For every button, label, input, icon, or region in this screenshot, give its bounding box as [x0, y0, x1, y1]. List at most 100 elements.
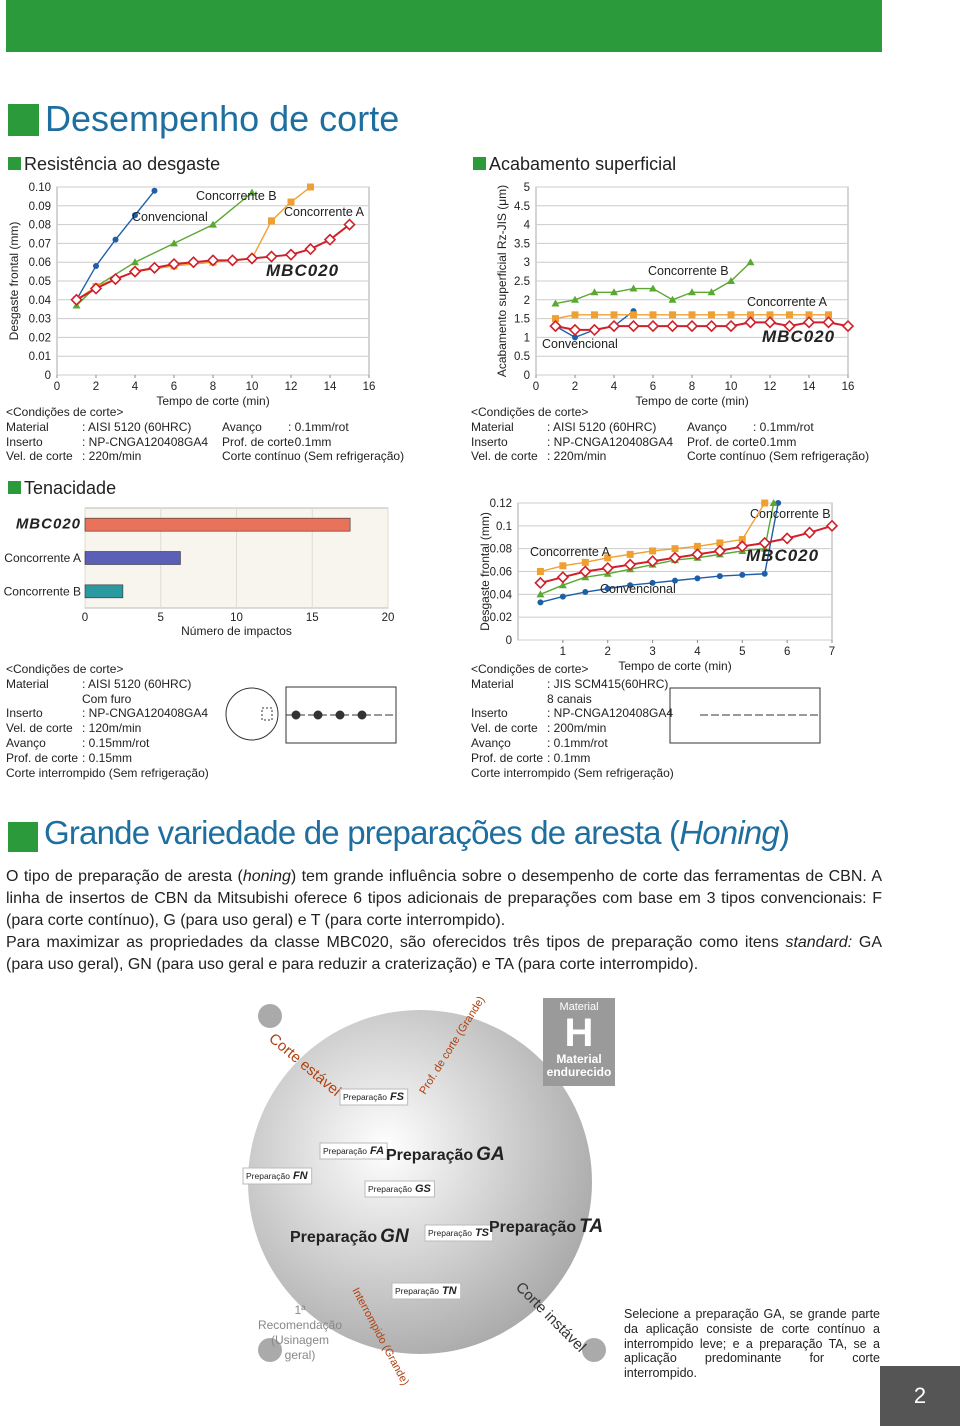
y-tick-label: 3.5: [514, 238, 530, 250]
condition-value2: : 0.1mm/rot: [753, 419, 814, 434]
point: [170, 239, 178, 247]
series-label: Convencional: [132, 210, 208, 224]
point: [112, 236, 119, 243]
y-tick-label: 0.5: [514, 351, 530, 363]
x-tick-label: 5: [739, 646, 745, 658]
point: [716, 573, 723, 580]
point: [536, 590, 545, 598]
point: [132, 212, 138, 219]
condition-label: Inserto: [471, 434, 508, 449]
conditions-row: Prof. de corte: 0.15mm: [6, 751, 446, 766]
point: [93, 262, 99, 269]
preparation-code: TN: [442, 1285, 458, 1297]
category-label: Concorrente B: [4, 584, 81, 598]
point: [783, 319, 796, 333]
point: [268, 217, 275, 225]
y-tick-label: 0: [524, 370, 530, 382]
point: [786, 311, 793, 319]
point: [284, 248, 298, 261]
condition-label: Material: [471, 419, 514, 434]
point: [694, 575, 701, 582]
x-tick-label: 4: [611, 381, 618, 393]
condition-note: Corte interrompido (Sem refrigeração): [471, 765, 674, 780]
title-part: Grande variedade de preparações de arest…: [44, 814, 680, 851]
header-bar: [6, 0, 882, 52]
point: [803, 526, 816, 539]
condition-value: : 200m/min: [547, 721, 607, 736]
point: [552, 315, 559, 323]
section-title: Tenacidade: [24, 478, 117, 498]
point: [343, 218, 356, 231]
point: [758, 536, 771, 550]
x-tick-label: 16: [842, 381, 855, 393]
preparation: Preparação GS: [364, 1180, 436, 1198]
point: [304, 242, 317, 256]
point: [148, 261, 161, 274]
point: [736, 540, 749, 553]
condition-value: : NP-CNGA120408GA4: [547, 434, 674, 449]
point: [607, 319, 621, 333]
x-tick-label: 7: [829, 646, 835, 658]
point: [693, 542, 701, 550]
y-tick-label: 0.05: [29, 276, 51, 288]
point: [668, 295, 677, 303]
conditions-row: Prof. de corte: 0.1mm: [471, 751, 911, 766]
category-label: MBC020: [16, 516, 81, 533]
preparation-code: FS: [390, 1091, 405, 1103]
paragraph-part: honing: [242, 868, 291, 885]
series-label: Concorrente A: [747, 295, 828, 309]
condition-value: : JIS SCM415(60HRC): [547, 676, 669, 691]
point: [556, 571, 569, 584]
bar: [84, 551, 181, 565]
point: [630, 311, 637, 319]
condition-label2: Corte contínuo (Sem refrigeração): [687, 449, 870, 464]
point: [781, 532, 794, 545]
series-label: Convencional: [542, 337, 618, 351]
section-title: Resistência ao desgaste: [24, 154, 221, 174]
point: [707, 288, 716, 296]
conditions: <Condições de corte> Material: AISI 5120 …: [471, 405, 911, 464]
point: [629, 284, 638, 292]
point: [744, 316, 757, 329]
point: [769, 499, 778, 506]
paragraph: O tipo de preparação de aresta (honing) …: [6, 866, 882, 932]
conditions-heading: <Condições de corte>: [471, 662, 589, 676]
point: [167, 257, 181, 271]
point: [226, 254, 239, 267]
preparation-prefix: Preparação: [246, 1171, 290, 1181]
point: [187, 256, 200, 269]
preparation-label: Preparação TS: [428, 1227, 490, 1239]
point: [685, 319, 699, 333]
preparation-prefix: Preparação: [368, 1184, 412, 1194]
point: [727, 311, 735, 319]
point: [588, 323, 601, 337]
preparation-box: [391, 1282, 462, 1300]
point: [649, 547, 657, 555]
point: [668, 551, 682, 564]
workpiece-drawing: [225, 686, 397, 744]
x-tick-label: 6: [650, 381, 656, 393]
preparation-code: GA: [476, 1144, 505, 1165]
x-axis-label: Tempo de corte (min): [635, 394, 748, 408]
x-tick-label: 4: [132, 381, 139, 393]
section-title: Acabamento superficial: [489, 154, 677, 174]
conditions-row: Com furo: [6, 692, 446, 707]
x-tick-label: 12: [285, 381, 298, 393]
condition-value2: : 0.1mm: [288, 434, 332, 449]
condition-value: : NP-CNGA120408GA4: [82, 434, 209, 449]
condition-label: Vel. de corte: [471, 449, 538, 464]
series-label: Concorrente B: [196, 189, 277, 203]
preparation-label: Preparação TN: [395, 1285, 458, 1297]
conditions-row: Material: JIS SCM415(60HRC): [471, 677, 911, 692]
point: [604, 585, 611, 592]
y-tick-label: 0.02: [29, 332, 51, 344]
y-tick-label: 0: [506, 635, 512, 647]
point: [738, 536, 746, 544]
point: [601, 561, 614, 575]
x-tick-label: 16: [363, 381, 376, 393]
y-tick-label: 0.08: [490, 544, 512, 556]
condition-value: : AISI 5120 (60HRC): [82, 676, 192, 691]
point: [716, 539, 724, 547]
x-tick-label: 12: [764, 381, 777, 393]
x-tick-label: 3: [649, 646, 655, 658]
